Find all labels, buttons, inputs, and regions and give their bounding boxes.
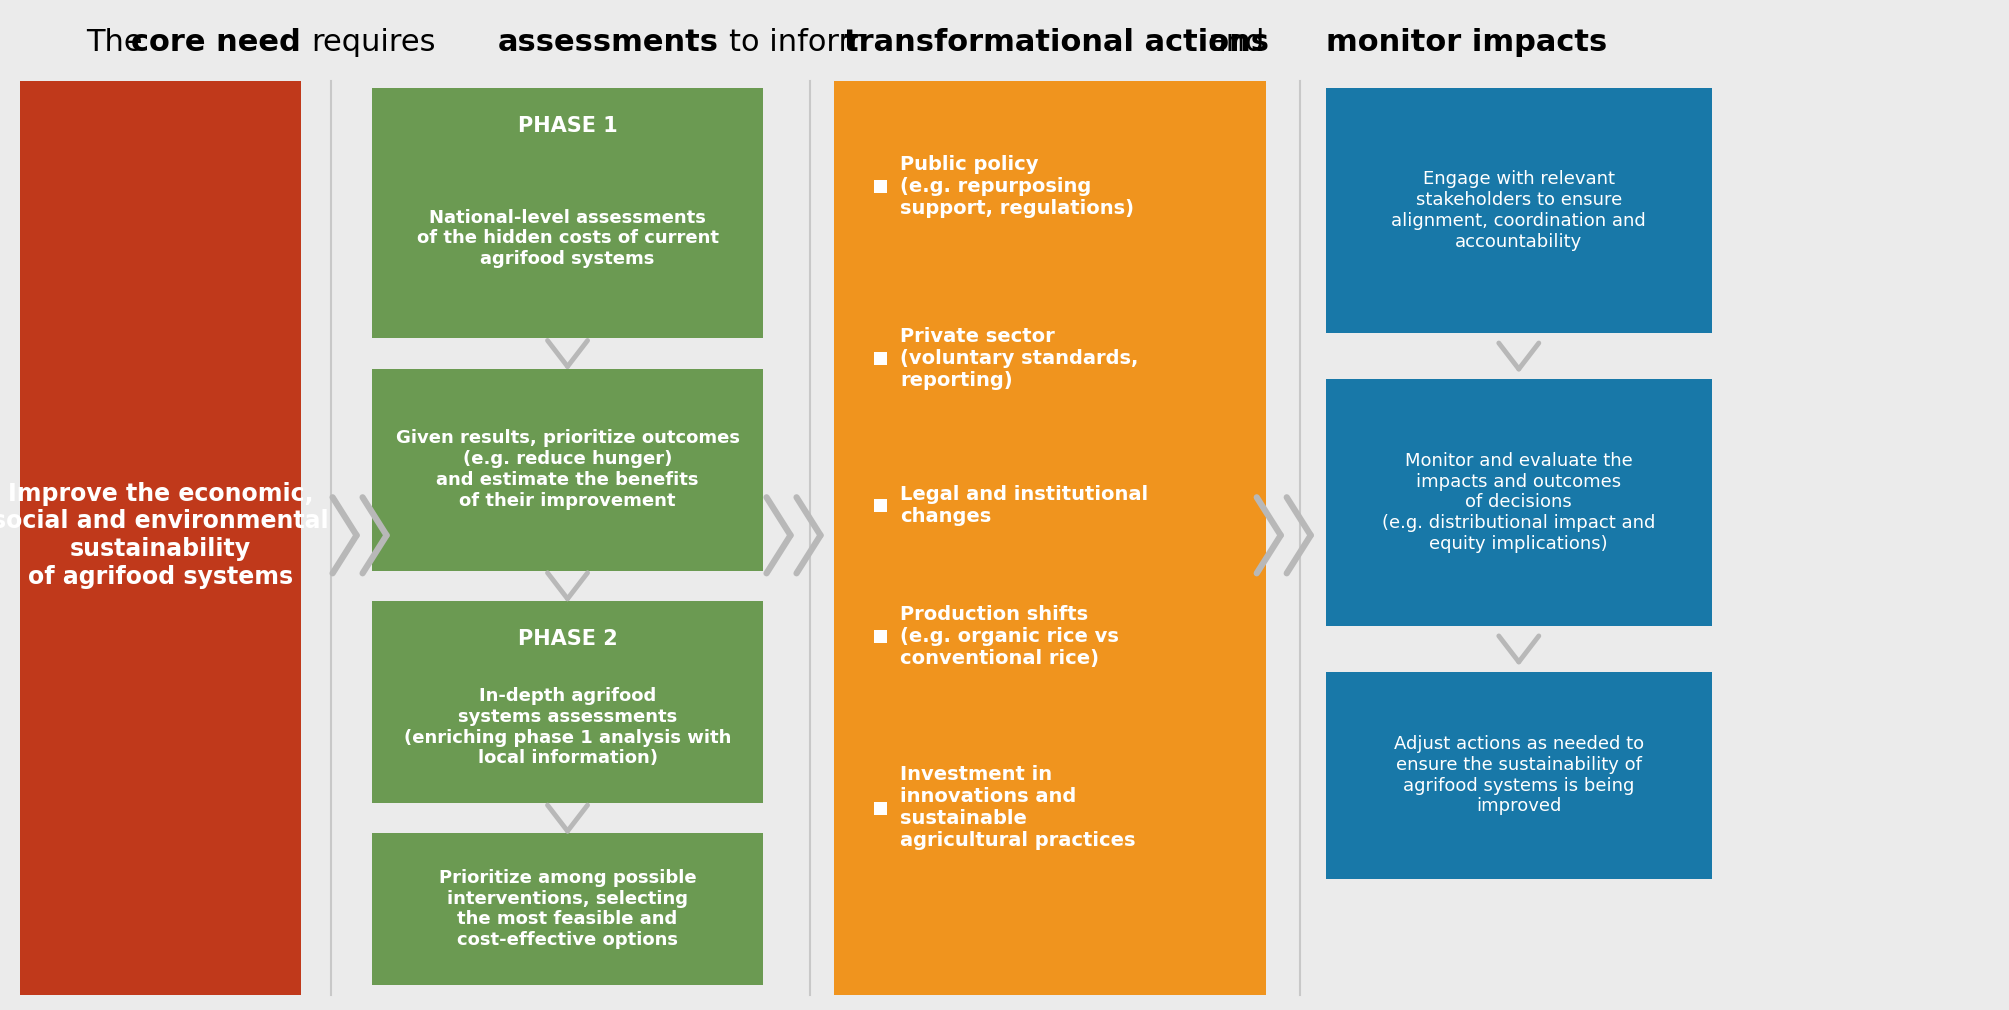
Text: Engage with relevant
stakeholders to ensure
alignment, coordination and
accounta: Engage with relevant stakeholders to ens… bbox=[1392, 171, 1645, 250]
Text: The: The bbox=[86, 28, 153, 57]
Text: and: and bbox=[1207, 28, 1266, 57]
Bar bbox=[874, 352, 886, 365]
Bar bbox=[1326, 672, 1712, 879]
Bar bbox=[1326, 379, 1712, 626]
Text: Private sector
(voluntary standards,
reporting): Private sector (voluntary standards, rep… bbox=[900, 327, 1139, 390]
Text: National-level assessments
of the hidden costs of current
agrifood systems: National-level assessments of the hidden… bbox=[416, 208, 719, 269]
Text: Given results, prioritize outcomes
(e.g. reduce hunger)
and estimate the benefit: Given results, prioritize outcomes (e.g.… bbox=[396, 429, 739, 510]
Bar bbox=[372, 88, 763, 338]
Text: Adjust actions as needed to
ensure the sustainability of
agrifood systems is bei: Adjust actions as needed to ensure the s… bbox=[1394, 735, 1643, 815]
Text: Prioritize among possible
interventions, selecting
the most feasible and
cost-ef: Prioritize among possible interventions,… bbox=[438, 869, 697, 949]
Text: In-depth agrifood
systems assessments
(enriching phase 1 analysis with
local inf: In-depth agrifood systems assessments (e… bbox=[404, 687, 731, 768]
Bar bbox=[372, 601, 763, 803]
Text: monitor impacts: monitor impacts bbox=[1326, 28, 1607, 57]
Bar bbox=[874, 630, 886, 642]
Text: PHASE 2: PHASE 2 bbox=[518, 629, 617, 649]
Text: Production shifts
(e.g. organic rice vs
conventional rice): Production shifts (e.g. organic rice vs … bbox=[900, 605, 1119, 668]
Text: Improve the economic,
social and environmental
sustainability
of agrifood system: Improve the economic, social and environ… bbox=[0, 482, 329, 589]
Text: Monitor and evaluate the
impacts and outcomes
of decisions
(e.g. distributional : Monitor and evaluate the impacts and out… bbox=[1382, 451, 1655, 553]
Text: PHASE 1: PHASE 1 bbox=[518, 116, 617, 136]
Bar bbox=[834, 81, 1266, 995]
Bar bbox=[372, 369, 763, 571]
Text: Investment in
innovations and
sustainable
agricultural practices: Investment in innovations and sustainabl… bbox=[900, 766, 1135, 850]
Text: transformational actions: transformational actions bbox=[844, 28, 1270, 57]
Text: core need: core need bbox=[131, 28, 299, 57]
Text: Public policy
(e.g. repurposing
support, regulations): Public policy (e.g. repurposing support,… bbox=[900, 156, 1133, 218]
Bar bbox=[874, 499, 886, 511]
Text: to inform: to inform bbox=[729, 28, 868, 57]
Text: assessments: assessments bbox=[498, 28, 719, 57]
Bar bbox=[1326, 88, 1712, 333]
Bar bbox=[20, 81, 301, 995]
Bar bbox=[372, 833, 763, 985]
Text: requires: requires bbox=[311, 28, 436, 57]
Text: Legal and institutional
changes: Legal and institutional changes bbox=[900, 485, 1149, 525]
Bar bbox=[874, 181, 886, 193]
Bar bbox=[874, 802, 886, 814]
